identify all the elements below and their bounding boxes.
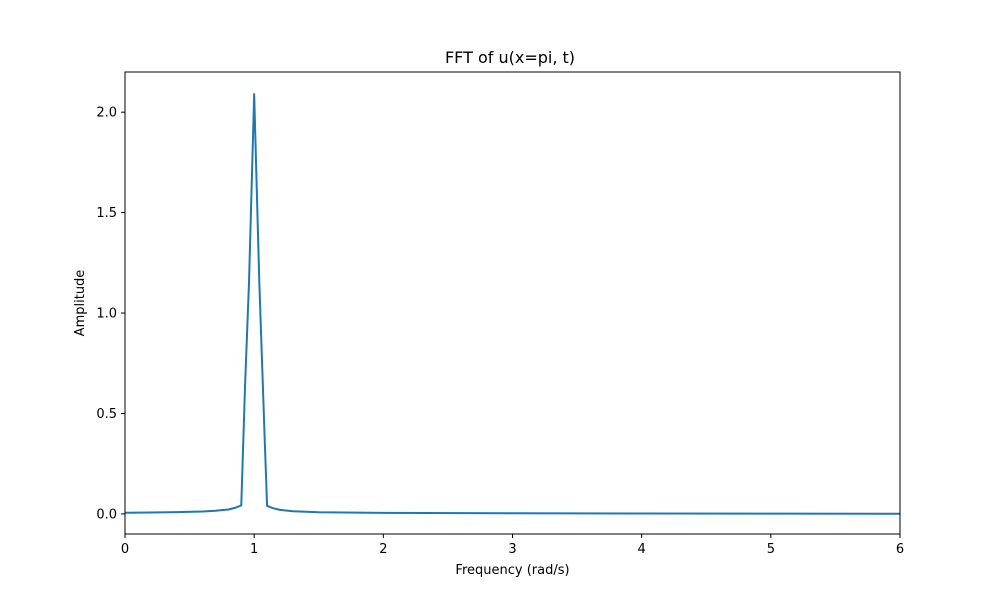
chart-title: FFT of u(x=pi, t) [445, 48, 575, 67]
x-tick-label: 0 [121, 542, 129, 557]
y-tick-label: 1.0 [96, 307, 117, 322]
y-tick-label: 2.0 [96, 106, 117, 121]
y-tick-label: 0.0 [96, 507, 117, 522]
x-tick-label: 2 [379, 542, 387, 557]
x-tick-label: 3 [508, 542, 516, 557]
y-axis-label: Amplitude [73, 270, 88, 337]
x-tick-label: 5 [767, 542, 775, 557]
y-tick-label: 1.5 [96, 206, 117, 221]
x-tick-label: 1 [250, 542, 258, 557]
x-axis-label: Frequency (rad/s) [455, 563, 569, 578]
x-tick-label: 4 [638, 542, 646, 557]
x-tick-label: 6 [896, 542, 904, 557]
y-tick-label: 0.5 [96, 407, 117, 422]
